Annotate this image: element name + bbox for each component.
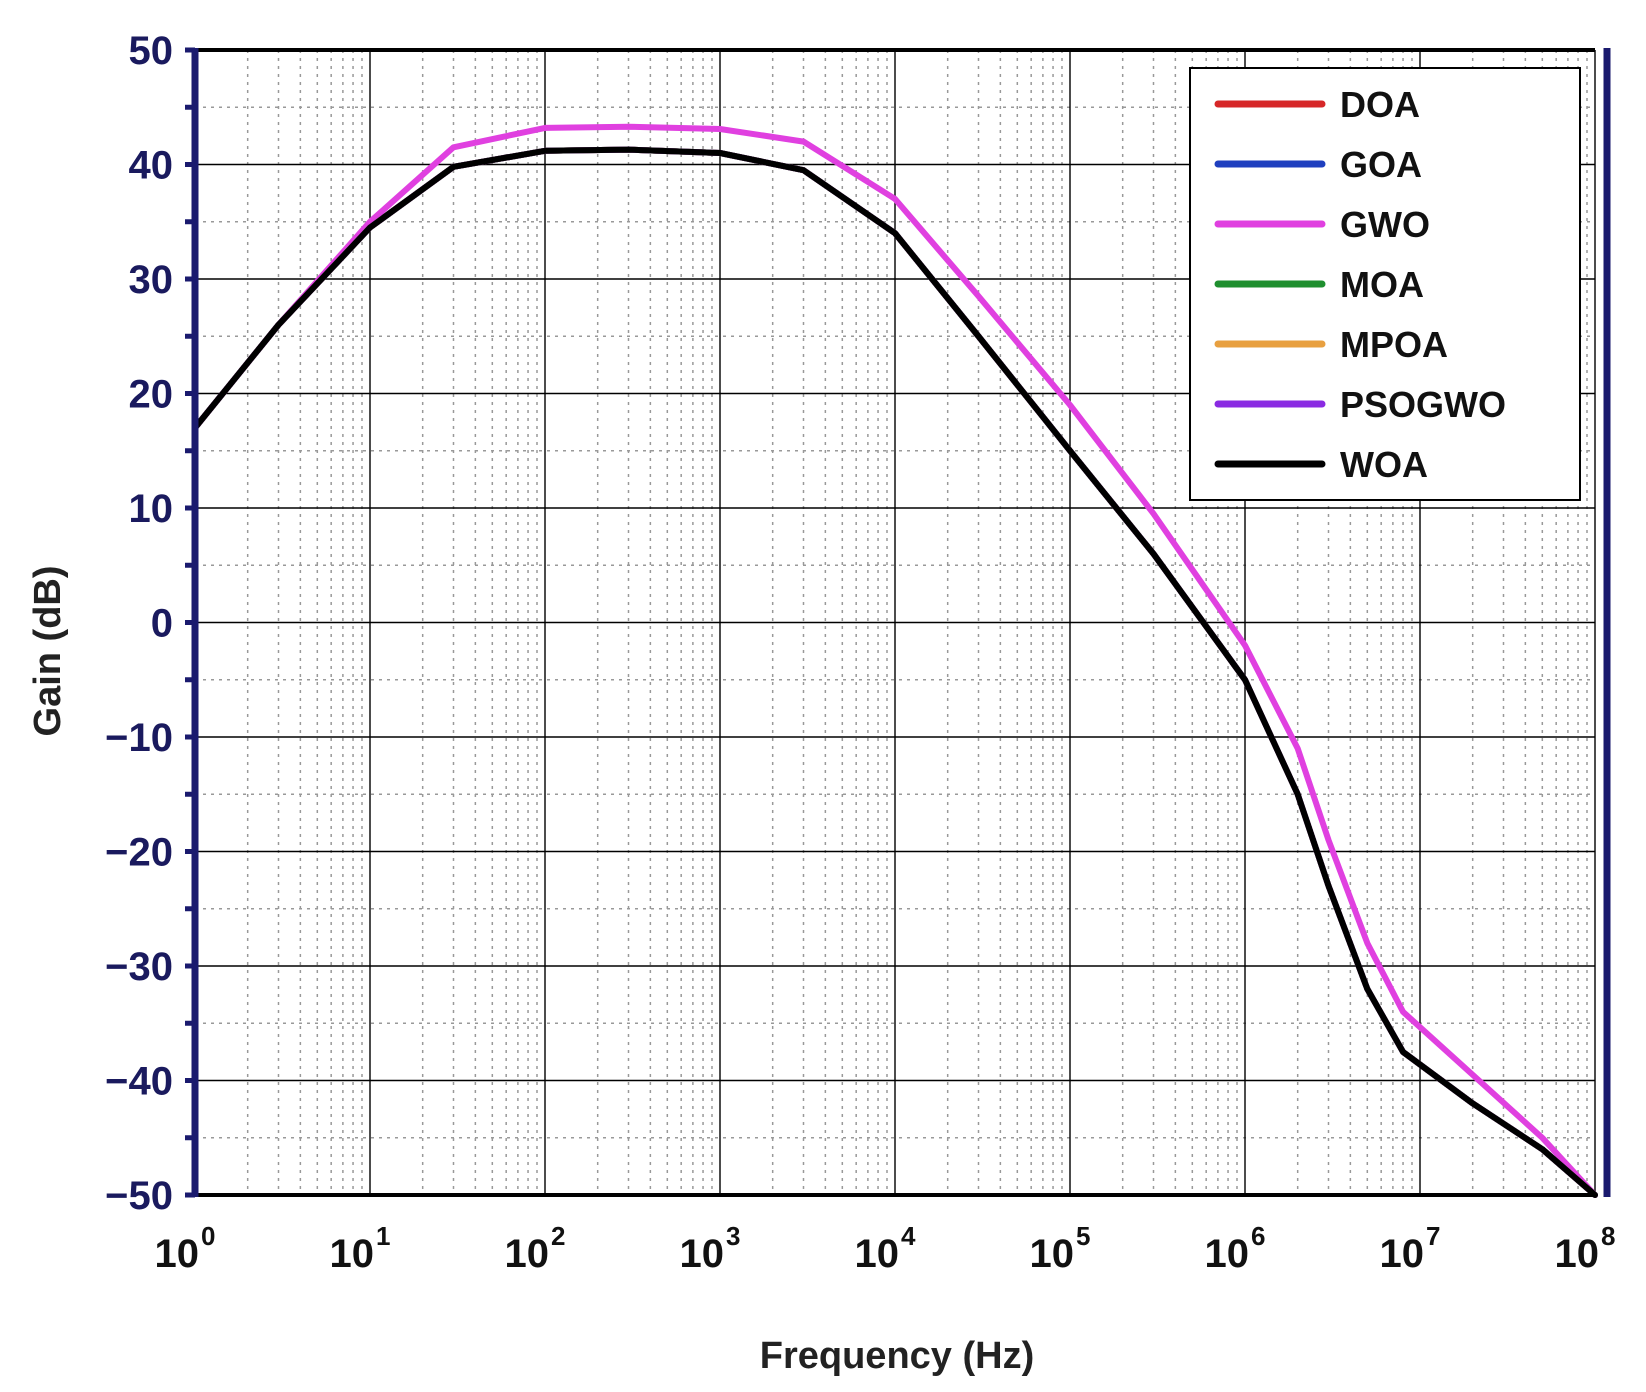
series-line-gwo <box>192 123 1598 1198</box>
y-tick-label: −30 <box>105 945 173 989</box>
x-tick-label: 10 2 <box>505 1221 566 1276</box>
x-tick-base: 10 <box>155 1232 200 1276</box>
x-tick-base: 10 <box>680 1232 725 1276</box>
x-tick-label: 10 7 <box>1380 1221 1441 1276</box>
legend: DOA GOA GWO MOA MPOA PSOGWO WOA <box>1189 67 1581 501</box>
x-tick-base: 10 <box>505 1232 550 1276</box>
x-tick-exponent: 2 <box>551 1221 565 1251</box>
y-tick-label: 30 <box>129 258 174 302</box>
x-tick-label: 10 1 <box>330 1221 391 1276</box>
legend-label-mpoa: MPOA <box>1340 324 1448 365</box>
x-tick-exponent: 6 <box>1251 1221 1265 1251</box>
x-tick-base: 10 <box>1030 1232 1075 1276</box>
y-tick-label: −10 <box>105 716 173 760</box>
x-axis-title: Frequency (Hz) <box>760 1335 1034 1377</box>
legend-label-doa: DOA <box>1340 84 1420 125</box>
x-tick-base: 10 <box>1205 1232 1250 1276</box>
y-tick-label: 50 <box>129 29 174 73</box>
x-tick-base: 10 <box>1555 1232 1600 1276</box>
series-layer <box>192 123 1598 1198</box>
legend-label-psogwo: PSOGWO <box>1340 384 1506 425</box>
x-tick-label: 10 5 <box>1030 1221 1091 1276</box>
x-tick-exponent: 8 <box>1601 1221 1615 1251</box>
x-tick-exponent: 0 <box>201 1221 215 1251</box>
x-tick-label: 10 8 <box>1555 1221 1616 1276</box>
x-tick-exponent: 1 <box>376 1221 390 1251</box>
y-tick-label: −50 <box>105 1174 173 1218</box>
x-tick-exponent: 3 <box>726 1221 740 1251</box>
x-tick-exponent: 7 <box>1426 1221 1440 1251</box>
x-tick-base: 10 <box>1380 1232 1425 1276</box>
x-tick-base: 10 <box>855 1232 900 1276</box>
x-tick-exponent: 4 <box>901 1221 916 1251</box>
x-tick-exponent: 5 <box>1076 1221 1090 1251</box>
x-tick-label: 10 3 <box>680 1221 741 1276</box>
y-tick-label: 20 <box>129 373 174 417</box>
series-line-woa <box>192 146 1598 1198</box>
x-tick-label: 10 6 <box>1205 1221 1266 1276</box>
x-tick-label: 10 0 <box>155 1221 216 1276</box>
legend-label-gwo: GWO <box>1340 204 1430 245</box>
y-tick-label: −40 <box>105 1060 173 1104</box>
legend-label-goa: GOA <box>1340 144 1422 185</box>
y-axis-title: Gain (dB) <box>27 566 69 737</box>
legend-label-woa: WOA <box>1340 444 1428 485</box>
y-tick-label: −20 <box>105 831 173 875</box>
y-tick-label: 10 <box>129 487 174 531</box>
y-tick-label: 0 <box>151 602 173 646</box>
y-tick-label: 40 <box>129 144 174 188</box>
x-tick-label: 10 4 <box>855 1221 917 1276</box>
x-tick-base: 10 <box>330 1232 375 1276</box>
legend-label-moa: MOA <box>1340 264 1424 305</box>
